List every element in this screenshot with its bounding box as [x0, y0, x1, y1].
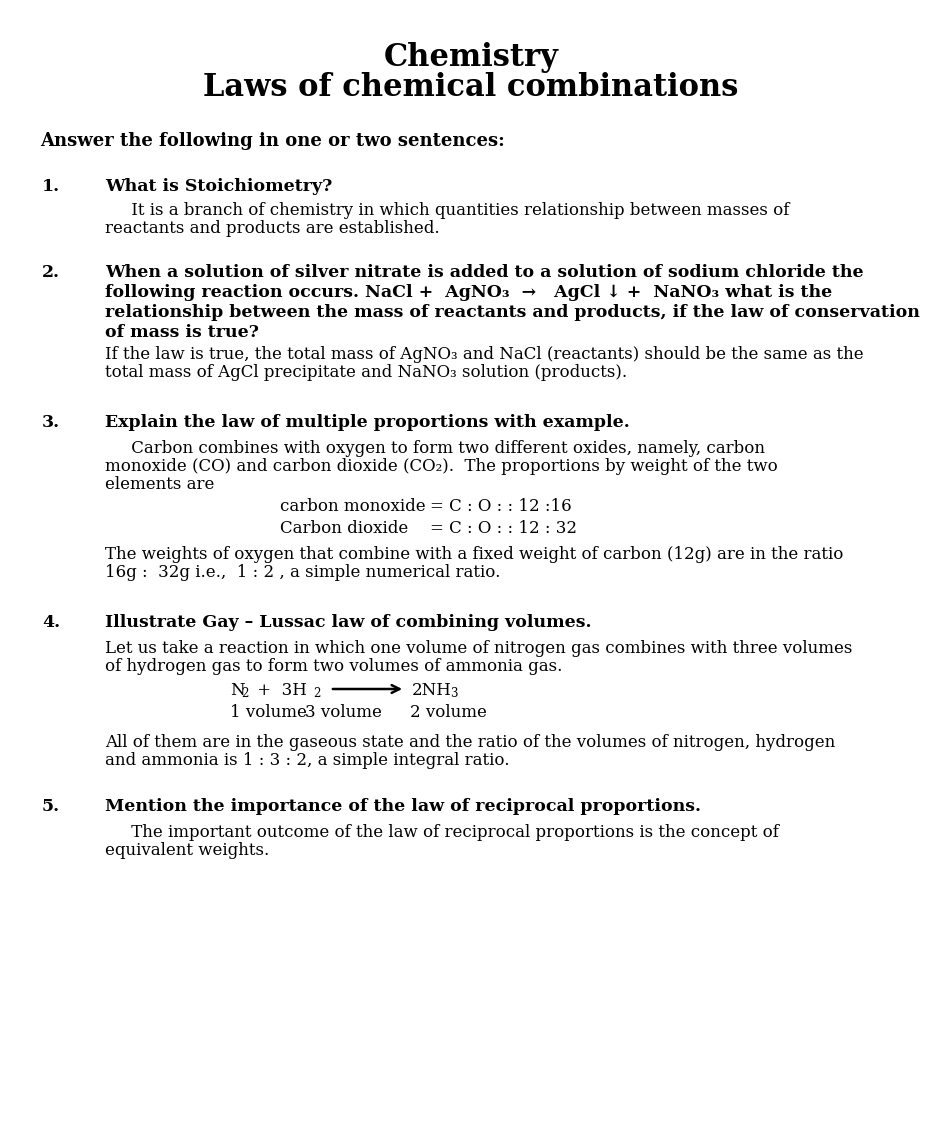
Text: monoxide (CO) and carbon dioxide (CO₂).  The proportions by weight of the two: monoxide (CO) and carbon dioxide (CO₂). …	[105, 458, 778, 475]
Text: Laws of chemical combinations: Laws of chemical combinations	[203, 72, 739, 103]
Text: +  3H: + 3H	[252, 682, 307, 699]
Text: 3.: 3.	[42, 414, 60, 431]
Text: of mass is true?: of mass is true?	[105, 324, 259, 341]
Text: reactants and products are established.: reactants and products are established.	[105, 220, 440, 237]
Text: Mention the importance of the law of reciprocal proportions.: Mention the importance of the law of rec…	[105, 799, 701, 815]
Text: of hydrogen gas to form two volumes of ammonia gas.: of hydrogen gas to form two volumes of a…	[105, 658, 562, 675]
Text: 3: 3	[450, 688, 458, 700]
Text: equivalent weights.: equivalent weights.	[105, 842, 269, 859]
Text: What is Stoichiometry?: What is Stoichiometry?	[105, 178, 333, 194]
Text: Illustrate Gay – Lussac law of combining volumes.: Illustrate Gay – Lussac law of combining…	[105, 614, 592, 631]
Text: Carbon dioxide: Carbon dioxide	[280, 521, 408, 537]
Text: relationship between the mass of reactants and products, if the law of conservat: relationship between the mass of reactan…	[105, 304, 920, 321]
Text: and ammonia is 1 : 3 : 2, a simple integral ratio.: and ammonia is 1 : 3 : 2, a simple integ…	[105, 752, 510, 769]
Text: 1 volume: 1 volume	[230, 704, 307, 721]
Text: 2.: 2.	[42, 264, 60, 281]
Text: 16g :  32g i.e.,  1 : 2 , a simple numerical ratio.: 16g : 32g i.e., 1 : 2 , a simple numeric…	[105, 564, 500, 581]
Text: Carbon combines with oxygen to form two different oxides, namely, carbon: Carbon combines with oxygen to form two …	[105, 440, 765, 456]
Text: Chemistry: Chemistry	[383, 42, 559, 73]
Text: 3 volume: 3 volume	[305, 704, 382, 721]
Text: 2: 2	[241, 688, 249, 700]
Text: following reaction occurs. NaCl +  AgNO₃  →   AgCl ↓ +  NaNO₃ what is the: following reaction occurs. NaCl + AgNO₃ …	[105, 284, 832, 301]
Text: = C : O : : 12 :16: = C : O : : 12 :16	[430, 498, 572, 515]
Text: Answer the following in one or two sentences:: Answer the following in one or two sente…	[40, 132, 505, 150]
Text: When a solution of silver nitrate is added to a solution of sodium chloride the: When a solution of silver nitrate is add…	[105, 264, 864, 281]
Text: 2 volume: 2 volume	[410, 704, 487, 721]
Text: It is a branch of chemistry in which quantities relationship between masses of: It is a branch of chemistry in which qua…	[105, 202, 789, 219]
Text: 4.: 4.	[42, 614, 60, 631]
Text: elements are: elements are	[105, 476, 215, 493]
Text: carbon monoxide: carbon monoxide	[280, 498, 426, 515]
Text: If the law is true, the total mass of AgNO₃ and NaCl (reactants) should be the s: If the law is true, the total mass of Ag…	[105, 345, 864, 363]
Text: N: N	[230, 682, 245, 699]
Text: total mass of AgCl precipitate and NaNO₃ solution (products).: total mass of AgCl precipitate and NaNO₃…	[105, 364, 627, 381]
Text: 1.: 1.	[42, 178, 60, 194]
Text: 5.: 5.	[42, 799, 60, 815]
Text: Explain the law of multiple proportions with example.: Explain the law of multiple proportions …	[105, 414, 630, 431]
Text: 2NH: 2NH	[412, 682, 452, 699]
Text: The weights of oxygen that combine with a fixed weight of carbon (12g) are in th: The weights of oxygen that combine with …	[105, 546, 843, 563]
Text: Let us take a reaction in which one volume of nitrogen gas combines with three v: Let us take a reaction in which one volu…	[105, 639, 853, 657]
Text: The important outcome of the law of reciprocal proportions is the concept of: The important outcome of the law of reci…	[105, 824, 779, 841]
Text: 2: 2	[313, 688, 320, 700]
Text: All of them are in the gaseous state and the ratio of the volumes of nitrogen, h: All of them are in the gaseous state and…	[105, 734, 836, 750]
Text: = C : O : : 12 : 32: = C : O : : 12 : 32	[430, 521, 577, 537]
